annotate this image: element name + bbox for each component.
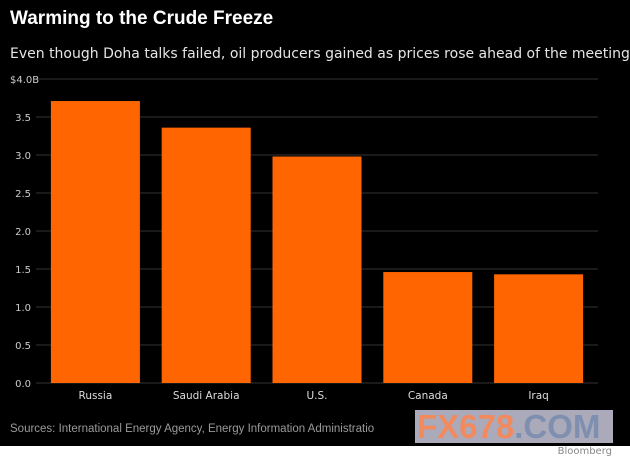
- bar-russia: [50, 101, 140, 383]
- y-tick-label: 3.0: [15, 151, 31, 162]
- bar-saudi-arabia: [161, 127, 251, 383]
- watermark-main: FX678: [417, 408, 515, 445]
- y-tick-label: 1.0: [15, 303, 31, 314]
- watermark: FX678.COM: [415, 410, 613, 443]
- x-tick-label: Saudi Arabia: [173, 390, 240, 402]
- bar-canada: [383, 272, 473, 383]
- chart-subtitle: Even though Doha talks failed, oil produ…: [10, 46, 630, 62]
- source-note: Sources: International Energy Agency, En…: [10, 423, 375, 435]
- x-tick-label: Russia: [79, 390, 113, 402]
- x-tick-label: U.S.: [306, 390, 327, 402]
- bar-iraq: [494, 274, 584, 383]
- y-tick-label: 0.0: [15, 379, 31, 390]
- bar-chart: 0.0 0.5 1.0 1.5 2.0 2.5 3.0 3.5 $4.0B Russia Saudi…: [10, 75, 598, 402]
- y-tick-label: 1.5: [15, 265, 31, 276]
- watermark-suffix: .COM: [514, 408, 601, 445]
- y-tick-label: $4.0B: [10, 75, 39, 86]
- x-tick-label: Iraq: [528, 390, 549, 402]
- bloomberg-logo: Bloomberg: [557, 446, 612, 457]
- bar-u-s-: [272, 156, 362, 383]
- y-tick-label: 3.5: [15, 113, 31, 124]
- y-tick-label: 0.5: [15, 341, 31, 352]
- chart-title: Warming to the Crude Freeze: [10, 8, 274, 29]
- x-tick-label: Canada: [408, 390, 448, 402]
- y-tick-label: 2.5: [15, 189, 31, 200]
- y-tick-label: 2.0: [15, 227, 31, 238]
